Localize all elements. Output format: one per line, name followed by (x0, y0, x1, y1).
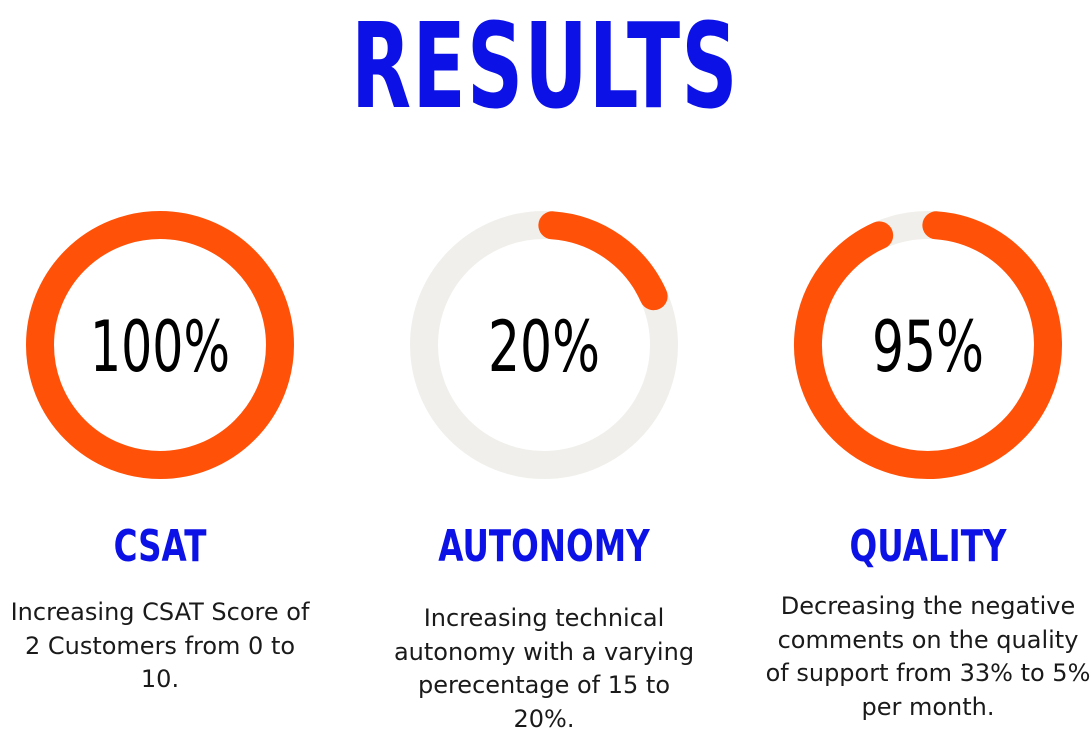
metric-title: AUTONOMY (438, 521, 650, 572)
metric-description: Increasing technical autonomy with a var… (393, 604, 695, 733)
metric-description: Decreasing the negative comments on the … (765, 592, 1090, 721)
page-title: RESULTS (351, 0, 739, 135)
percentage-label: 100% (90, 306, 230, 388)
ring-progress-arc (538, 211, 668, 311)
result-card-quality: 95% QUALITY Decreasing the negative comm… (758, 210, 1090, 749)
progress-ring-autonomy: 20% (410, 211, 678, 479)
ring-progress-arc (26, 211, 294, 480)
percentage-label: 95% (872, 306, 984, 388)
progress-ring-quality: 95% (794, 211, 1062, 479)
percentage-label: 20% (488, 306, 600, 388)
metric-description: Increasing CSAT Score of 2 Customers fro… (10, 598, 310, 693)
progress-ring-csat: 100% (26, 211, 294, 480)
metric-title: CSAT (113, 521, 207, 572)
metric-title: QUALITY (849, 521, 1007, 572)
result-card-autonomy: 20% AUTONOMY Increasing technical autono… (374, 210, 714, 749)
result-card-csat: 100% CSAT Increasing CSAT Score of 2 Cus… (0, 210, 330, 749)
ring-progress-arc (794, 211, 1062, 479)
